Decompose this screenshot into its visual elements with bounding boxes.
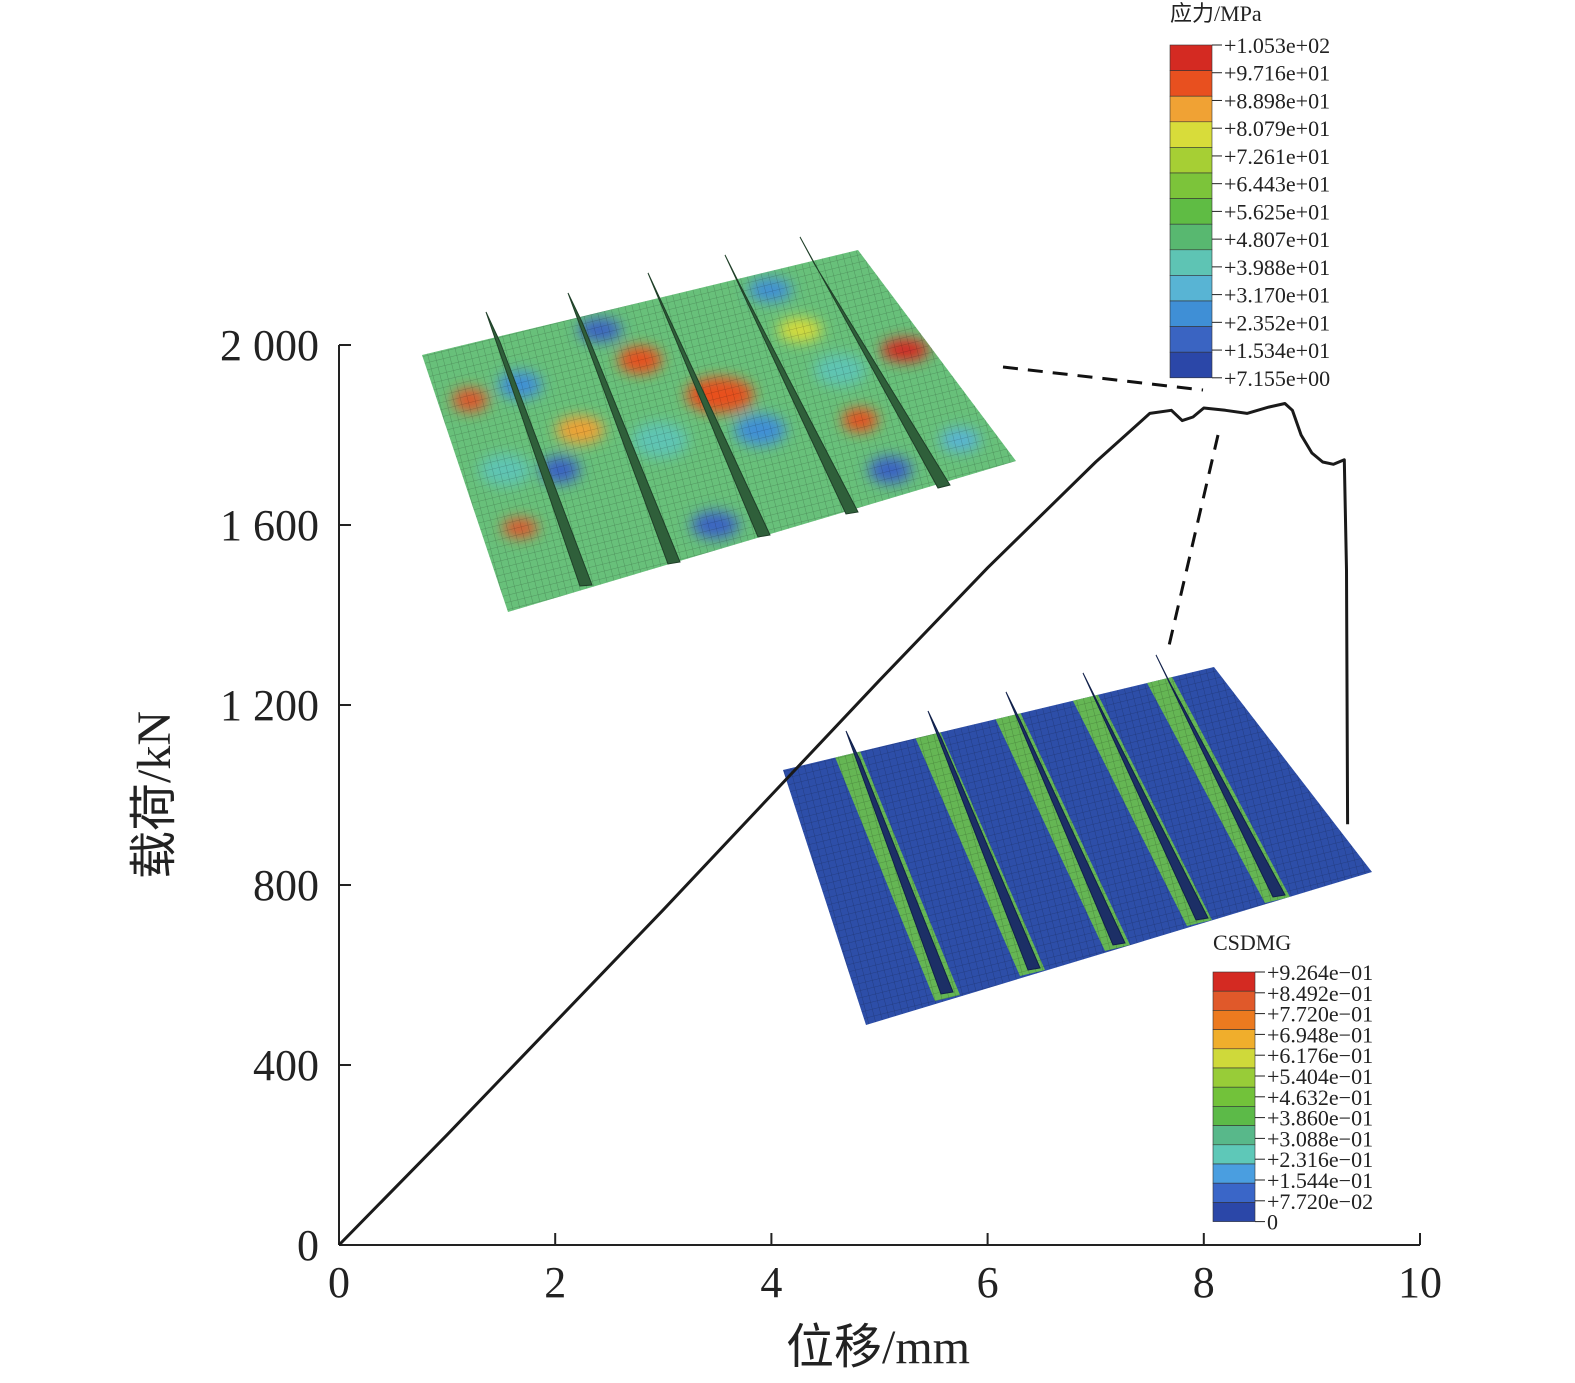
axes: 0 2 4 6 8 10 0 400 800 1 200 1 600 2 000 位移/mm 载荷/… bbox=[128, 321, 1442, 1374]
legend-swatch bbox=[1212, 1106, 1256, 1126]
x-ticks: 0 2 4 6 8 10 bbox=[328, 1233, 1442, 1307]
legend-swatch bbox=[1212, 1182, 1256, 1203]
y-tick-label: 0 bbox=[297, 1221, 319, 1270]
legend-swatch bbox=[1212, 971, 1256, 992]
damage-contour-plate bbox=[783, 654, 1372, 1025]
legend-swatch bbox=[1212, 1010, 1256, 1030]
legend-swatch bbox=[1169, 223, 1213, 251]
x-tick-label: 4 bbox=[760, 1258, 782, 1307]
legend-label: +9.264e−01 bbox=[1267, 960, 1373, 985]
legend-swatch bbox=[1169, 70, 1213, 97]
damage-legend: CSDMG +9.264e−01+8.492e−01+7.720e−01+6.94… bbox=[1212, 930, 1373, 1235]
y-ticks: 0 400 800 1 200 1 600 2 000 bbox=[220, 321, 351, 1270]
legend-swatch bbox=[1212, 1086, 1256, 1107]
y-tick-label: 1 200 bbox=[220, 681, 319, 730]
legend-label: +8.079e+01 bbox=[1224, 116, 1330, 141]
series-line-load-displacement bbox=[337, 402, 1350, 1247]
legend-label: +7.155e+00 bbox=[1224, 366, 1330, 391]
legend-swatch bbox=[1169, 44, 1213, 71]
y-tick-label: 800 bbox=[253, 861, 319, 910]
legend-label: +8.898e+01 bbox=[1224, 88, 1330, 113]
y-axis-title: 载荷/kN bbox=[128, 711, 181, 879]
legend-swatch bbox=[1212, 1144, 1256, 1165]
legend-label: +1.534e+01 bbox=[1224, 338, 1330, 363]
legend-swatch bbox=[1212, 1202, 1256, 1222]
legend-label: +2.352e+01 bbox=[1224, 310, 1330, 335]
legend-swatch bbox=[1169, 300, 1213, 327]
legend-label: +6.176e−01 bbox=[1267, 1043, 1373, 1068]
legend-label: +1.544e−01 bbox=[1267, 1168, 1373, 1193]
legend-swatch bbox=[1212, 990, 1256, 1011]
y-tick-label: 2 000 bbox=[220, 321, 319, 370]
legend-swatch bbox=[1169, 351, 1213, 379]
legend-label: 0 bbox=[1267, 1210, 1278, 1235]
legend-label: +5.404e−01 bbox=[1267, 1064, 1373, 1089]
legend-label: +4.632e−01 bbox=[1267, 1085, 1373, 1110]
legend-label: +3.170e+01 bbox=[1224, 283, 1330, 308]
legend-label: +6.948e−01 bbox=[1267, 1022, 1373, 1047]
legend-label: +6.443e+01 bbox=[1224, 172, 1330, 197]
legend-swatch bbox=[1169, 172, 1213, 199]
stress-contour-plate bbox=[422, 236, 1016, 612]
legend-swatch bbox=[1169, 275, 1213, 302]
legend-label: +3.988e+01 bbox=[1224, 255, 1330, 280]
legend-swatch bbox=[1212, 1067, 1256, 1088]
legend-swatch bbox=[1169, 121, 1213, 148]
legend-title: 应力/MPa bbox=[1170, 1, 1262, 26]
legend-swatch bbox=[1169, 198, 1213, 225]
legend-label: +5.625e+01 bbox=[1224, 199, 1330, 224]
legend-label: +9.716e+01 bbox=[1224, 61, 1330, 86]
legend-label: +7.720e−01 bbox=[1267, 1002, 1373, 1027]
legend-label: +8.492e−01 bbox=[1267, 981, 1373, 1006]
x-tick-label: 6 bbox=[977, 1258, 999, 1307]
legend-swatch bbox=[1169, 147, 1213, 174]
legend-label: +1.053e+02 bbox=[1224, 33, 1330, 58]
x-tick-label: 2 bbox=[544, 1258, 566, 1307]
legend-label: +3.088e−01 bbox=[1267, 1126, 1373, 1151]
stress-legend: 应力/MPa +1.053e+02 +9.716e+01+8.898e+01 +8.0… bbox=[1169, 1, 1330, 391]
y-tick-label: 1 600 bbox=[220, 501, 319, 550]
x-tick-label: 10 bbox=[1398, 1258, 1442, 1307]
legend-swatch bbox=[1212, 1163, 1256, 1184]
x-tick-label: 8 bbox=[1193, 1258, 1215, 1307]
legend-swatch bbox=[1169, 249, 1213, 276]
legend-title: CSDMG bbox=[1213, 930, 1291, 955]
legend-label: +7.720e−02 bbox=[1267, 1189, 1373, 1214]
legend-label: +2.316e−01 bbox=[1267, 1147, 1373, 1172]
legend-swatch bbox=[1169, 326, 1213, 353]
legend-label: +4.807e+01 bbox=[1224, 227, 1330, 252]
legend-swatch bbox=[1212, 1029, 1256, 1050]
y-tick-label: 400 bbox=[253, 1041, 319, 1090]
legend-swatch bbox=[1212, 1125, 1256, 1146]
connector-dash-upper bbox=[1002, 365, 1204, 392]
legend-label: +3.860e−01 bbox=[1267, 1106, 1373, 1131]
connector-dash-lower bbox=[1166, 434, 1220, 651]
legend-swatch bbox=[1169, 95, 1213, 123]
legend-swatch bbox=[1212, 1048, 1256, 1069]
x-axis-title: 位移/mm bbox=[786, 1321, 970, 1374]
x-tick-label: 0 bbox=[328, 1258, 350, 1307]
legend-label: +7.261e+01 bbox=[1224, 144, 1330, 169]
